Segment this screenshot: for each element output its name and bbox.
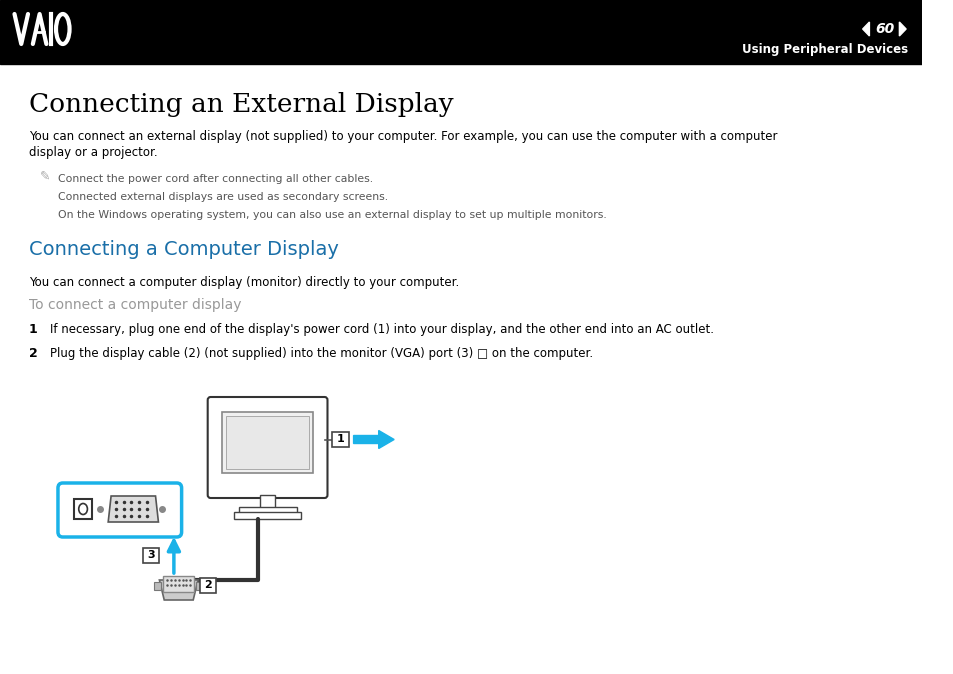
- Ellipse shape: [79, 503, 88, 514]
- Text: 1: 1: [29, 323, 38, 336]
- Bar: [196, 582, 204, 590]
- Bar: [163, 576, 194, 592]
- Text: To connect a computer display: To connect a computer display: [29, 298, 241, 312]
- Text: You can connect an external display (not supplied) to your computer. For example: You can connect an external display (not…: [29, 130, 777, 143]
- Polygon shape: [108, 496, 158, 522]
- Text: Connect the power cord after connecting all other cables.: Connect the power cord after connecting …: [58, 174, 373, 184]
- Text: 60: 60: [874, 22, 894, 36]
- Bar: [259, 495, 275, 509]
- FancyBboxPatch shape: [208, 397, 327, 498]
- Text: If necessary, plug one end of the display's power cord (1) into your display, an: If necessary, plug one end of the displa…: [51, 323, 714, 336]
- Text: ✎: ✎: [40, 170, 51, 183]
- Text: 1: 1: [336, 435, 344, 444]
- Text: Connecting a Computer Display: Connecting a Computer Display: [29, 240, 338, 259]
- Text: Connected external displays are used as secondary screens.: Connected external displays are used as …: [58, 192, 388, 202]
- Text: On the Windows operating system, you can also use an external display to set up : On the Windows operating system, you can…: [58, 210, 606, 220]
- Bar: [200, 578, 216, 593]
- Bar: [143, 547, 159, 563]
- Text: display or a projector.: display or a projector.: [29, 146, 157, 159]
- Text: You can connect a computer display (monitor) directly to your computer.: You can connect a computer display (moni…: [29, 276, 458, 289]
- Bar: [238, 507, 296, 514]
- Bar: [222, 412, 313, 473]
- Bar: [233, 512, 301, 519]
- FancyArrow shape: [354, 431, 394, 448]
- Text: 2: 2: [29, 347, 38, 360]
- Text: Using Peripheral Devices: Using Peripheral Devices: [741, 44, 907, 57]
- Text: 3: 3: [147, 550, 154, 560]
- Text: Plug the display cable (2) (not supplied) into the monitor (VGA) port (3) □ on t: Plug the display cable (2) (not supplied…: [51, 347, 593, 360]
- Bar: [0, 0, 921, 64]
- Polygon shape: [899, 22, 905, 36]
- FancyBboxPatch shape: [58, 483, 181, 537]
- Polygon shape: [159, 580, 198, 600]
- Bar: [74, 499, 91, 519]
- Polygon shape: [862, 22, 868, 36]
- Text: Connecting an External Display: Connecting an External Display: [29, 92, 453, 117]
- Bar: [332, 432, 349, 447]
- Bar: [226, 416, 309, 469]
- Text: 2: 2: [204, 580, 212, 590]
- Bar: [153, 582, 161, 590]
